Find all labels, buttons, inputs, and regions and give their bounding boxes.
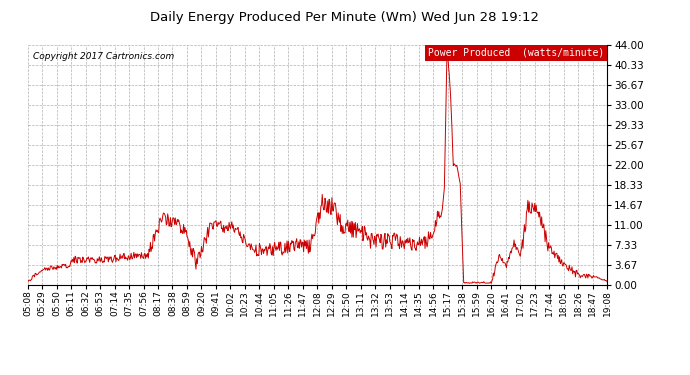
- Text: Power Produced  (watts/minute): Power Produced (watts/minute): [428, 48, 604, 58]
- Text: Copyright 2017 Cartronics.com: Copyright 2017 Cartronics.com: [33, 52, 175, 61]
- Text: Daily Energy Produced Per Minute (Wm) Wed Jun 28 19:12: Daily Energy Produced Per Minute (Wm) We…: [150, 11, 540, 24]
